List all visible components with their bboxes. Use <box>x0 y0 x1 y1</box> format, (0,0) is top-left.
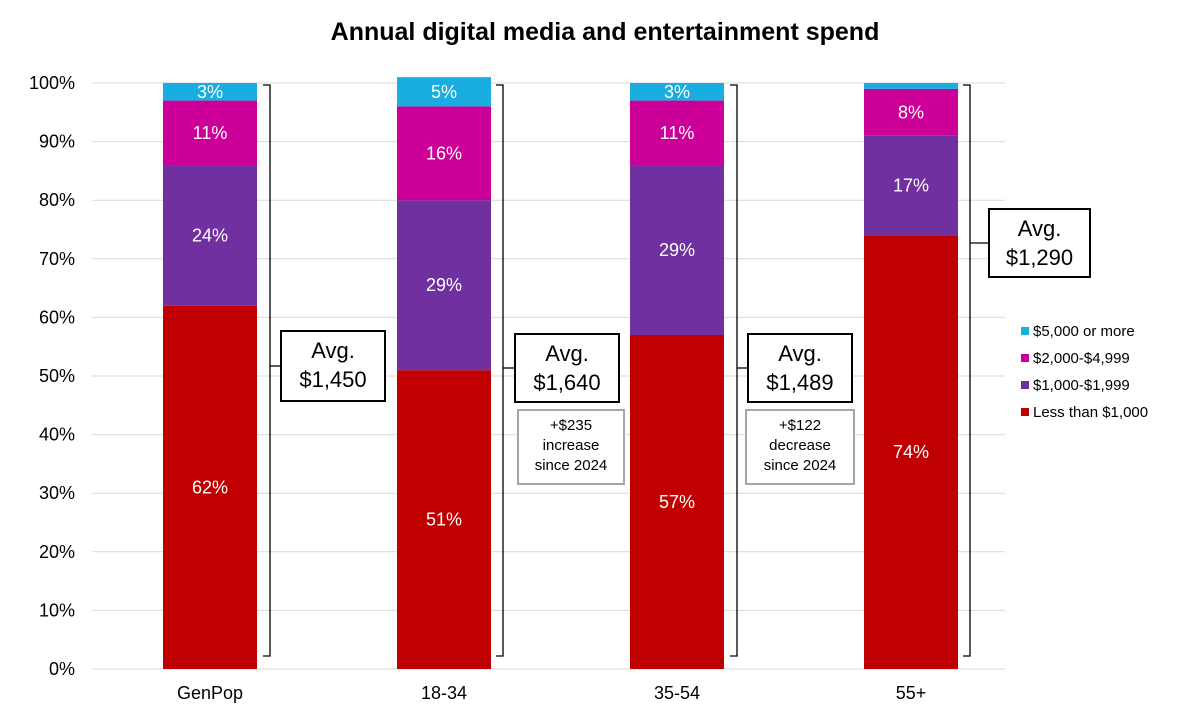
change-note-box <box>517 409 625 485</box>
data-label: 29% <box>659 240 695 260</box>
y-tick-label: 90% <box>39 132 75 152</box>
change-note-line: decrease <box>769 437 831 454</box>
bracket <box>496 84 504 657</box>
bar-segment <box>163 305 257 669</box>
x-axis-label: GenPop <box>177 683 243 703</box>
bar-segment <box>397 370 491 669</box>
data-label: 29% <box>426 275 462 295</box>
chart-title: Annual digital media and entertainment s… <box>330 18 880 46</box>
avg-box <box>988 208 1091 278</box>
data-label: 8% <box>898 102 924 122</box>
avg-label: Avg. <box>778 341 822 366</box>
x-axis-label: 18-34 <box>421 683 467 703</box>
bar-segment <box>163 83 257 101</box>
bar-segment <box>864 88 958 136</box>
bar-segment <box>630 83 724 101</box>
change-note-line: +$235 <box>550 417 592 434</box>
bar-segment <box>864 235 958 670</box>
legend-swatch <box>1021 381 1029 389</box>
data-labels: 62% 24% 11% 3% 51% 29% 16% 5% 57% 29% 11% 3% 74% 17% 8… <box>192 82 929 530</box>
bar-segment <box>163 100 257 166</box>
legend-swatch <box>1021 354 1029 362</box>
y-axis-ticks: 0% 10% 20% 30% 40% 50% 60% 70% 80% 90% 100% <box>29 73 75 679</box>
bracket <box>730 84 738 657</box>
avg-box <box>280 330 386 402</box>
avg-label: Avg. <box>311 338 355 363</box>
y-tick-label: 20% <box>39 542 75 562</box>
data-label: 17% <box>893 176 929 196</box>
data-label: 62% <box>192 477 228 497</box>
avg-value: $1,640 <box>533 370 600 395</box>
y-tick-label: 80% <box>39 190 75 210</box>
bar-segment <box>630 165 724 335</box>
legend-label: $1,000-$1,999 <box>1033 377 1130 394</box>
y-tick-label: 60% <box>39 307 75 327</box>
change-note-line: since 2024 <box>535 457 608 474</box>
avg-box <box>514 333 620 403</box>
bar-segment <box>630 100 724 166</box>
data-label: 11% <box>660 123 695 143</box>
y-tick-label: 10% <box>39 600 75 620</box>
data-label: 74% <box>893 442 929 462</box>
data-label: 16% <box>426 143 462 163</box>
bar-segment <box>864 135 958 236</box>
change-note-line: increase <box>543 437 600 454</box>
bar-segment <box>397 77 491 107</box>
data-label: 3% <box>197 82 223 102</box>
y-tick-label: 100% <box>29 73 75 93</box>
bar-segment <box>397 106 491 201</box>
data-label: 11% <box>193 123 228 143</box>
avg-box <box>747 333 853 403</box>
x-axis-label: 35-54 <box>654 683 700 703</box>
avg-value: $1,450 <box>299 367 366 392</box>
change-note-box <box>745 409 855 485</box>
bar-segment <box>864 83 958 89</box>
bar-segment <box>163 165 257 306</box>
annotations: Avg. $1,450 Avg. $1,640 +$235 increase since 2… <box>263 84 1091 657</box>
legend-swatch <box>1021 408 1029 416</box>
legend-swatch <box>1021 327 1029 335</box>
avg-value: $1,489 <box>766 370 833 395</box>
avg-label: Avg. <box>1018 216 1062 241</box>
legend-label: $5,000 or more <box>1033 323 1135 340</box>
x-axis-categories: GenPop 18-34 35-54 55+ <box>177 683 926 703</box>
legend: $5,000 or more $2,000-$4,999 $1,000-$1,999… <box>1021 323 1148 421</box>
data-label: 24% <box>192 225 228 245</box>
y-tick-label: 50% <box>39 366 75 386</box>
data-label: 57% <box>659 492 695 512</box>
y-tick-label: 30% <box>39 483 75 503</box>
change-note-line: since 2024 <box>764 457 837 474</box>
bracket <box>263 84 271 657</box>
y-tick-label: 0% <box>49 659 75 679</box>
y-tick-label: 70% <box>39 249 75 269</box>
change-note-line: +$122 <box>779 417 821 434</box>
data-label: 3% <box>664 82 690 102</box>
data-label: 5% <box>431 82 457 102</box>
data-label: 51% <box>426 510 462 530</box>
y-tick-label: 40% <box>39 425 75 445</box>
bracket <box>963 84 971 657</box>
x-axis-label: 55+ <box>896 683 927 703</box>
avg-value: $1,290 <box>1006 245 1073 270</box>
avg-label: Avg. <box>545 341 589 366</box>
legend-label: $2,000-$4,999 <box>1033 350 1130 367</box>
legend-label: Less than $1,000 <box>1033 404 1148 421</box>
bar-segment <box>630 334 724 669</box>
bars <box>163 77 958 670</box>
bar-segment <box>397 200 491 371</box>
